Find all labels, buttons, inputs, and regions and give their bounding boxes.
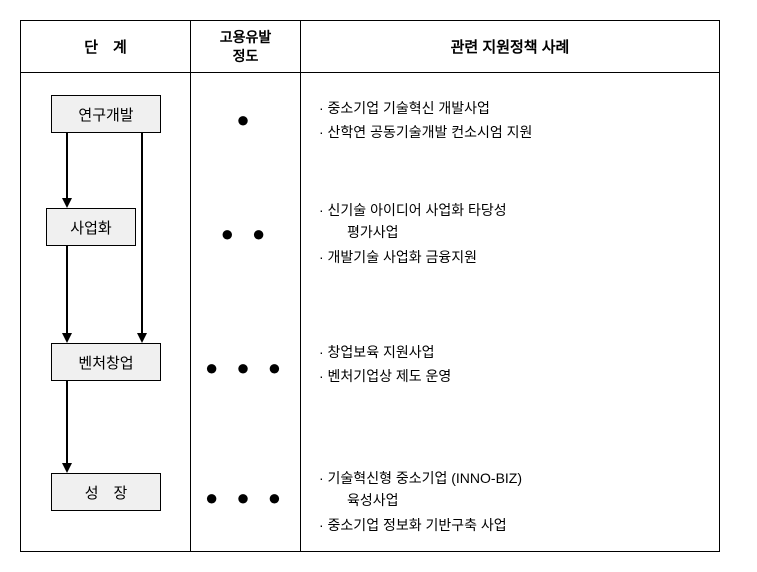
- policy-item-1-1: · 개발기술 사업화 금융지원: [319, 246, 709, 268]
- policy-item-0-1: · 산학연 공동기술개발 컨소시엄 지원: [319, 121, 709, 143]
- body-row: 연구개발사업화벤처창업성 장 ● ● ● ● ● ● ● ● ● · 중소기업 기술혁…: [21, 73, 719, 551]
- arrow-line: [66, 246, 68, 333]
- policy-item-3-0: · 기술혁신형 중소기업 (INNO-BIZ) 육성사업: [319, 467, 709, 512]
- arrow-line: [66, 381, 68, 463]
- header-row: 단 계 고용유발 정도 관련 지원정책 사례: [21, 21, 719, 73]
- stage-box-0: 연구개발: [51, 95, 161, 133]
- arrow-head: [62, 333, 72, 343]
- stage-box-1: 사업화: [46, 208, 136, 246]
- header-dots-label: 고용유발 정도: [220, 28, 272, 64]
- dots-row-1: ● ●: [191, 221, 301, 247]
- dots-row-2: ● ● ●: [191, 355, 301, 381]
- arrow-head: [137, 333, 147, 343]
- policy-block-2: · 창업보육 지원사업· 벤처기업상 제도 운영: [319, 341, 709, 390]
- policy-item-2-1: · 벤처기업상 제도 운영: [319, 365, 709, 387]
- arrow-head: [62, 198, 72, 208]
- policy-block-0: · 중소기업 기술혁신 개발사업· 산학연 공동기술개발 컨소시엄 지원: [319, 97, 709, 146]
- policy-item-1-0: · 신기술 아이디어 사업화 타당성 평가사업: [319, 199, 709, 244]
- dots-row-3: ● ● ●: [191, 485, 301, 511]
- header-policy: 관련 지원정책 사례: [301, 21, 719, 72]
- header-dots: 고용유발 정도: [191, 21, 301, 72]
- arrow-head: [62, 463, 72, 473]
- policy-column: · 중소기업 기술혁신 개발사업· 산학연 공동기술개발 컨소시엄 지원 · 신기…: [301, 73, 719, 551]
- policy-item-0-0: · 중소기업 기술혁신 개발사업: [319, 97, 709, 119]
- policy-item-3-1: · 중소기업 정보화 기반구축 사업: [319, 514, 709, 536]
- dots-column: ● ● ● ● ● ● ● ● ●: [191, 73, 301, 551]
- policy-item-2-0: · 창업보육 지원사업: [319, 341, 709, 363]
- diagram-container: 단 계 고용유발 정도 관련 지원정책 사례 연구개발사업화벤처창업성 장 ●●…: [20, 20, 720, 552]
- header-stage: 단 계: [21, 21, 191, 72]
- policy-block-1: · 신기술 아이디어 사업화 타당성 평가사업· 개발기술 사업화 금융지원: [319, 199, 709, 270]
- arrow-line: [66, 133, 68, 198]
- arrow-line: [141, 133, 143, 333]
- stage-column: 연구개발사업화벤처창업성 장: [21, 73, 191, 551]
- policy-block-3: · 기술혁신형 중소기업 (INNO-BIZ) 육성사업· 중소기업 정보화 기…: [319, 467, 709, 538]
- dots-row-0: ●: [191, 107, 301, 133]
- stage-box-3: 성 장: [51, 473, 161, 511]
- stage-box-2: 벤처창업: [51, 343, 161, 381]
